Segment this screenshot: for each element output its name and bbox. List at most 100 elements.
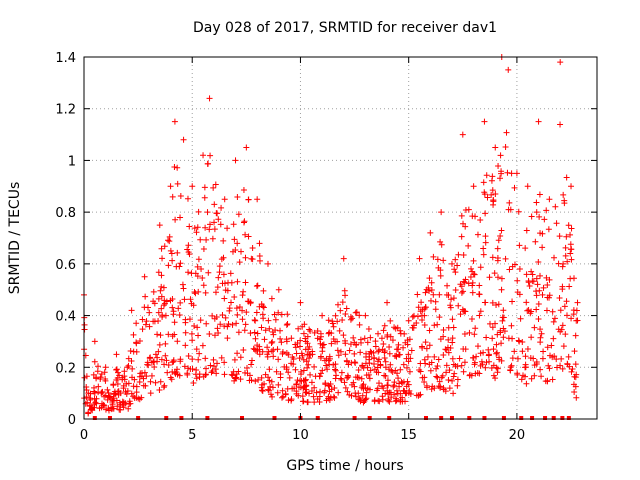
data-point xyxy=(155,269,162,276)
data-point xyxy=(434,256,441,263)
data-point xyxy=(523,227,530,234)
data-point xyxy=(533,199,540,206)
data-point xyxy=(237,354,244,361)
data-point xyxy=(445,377,452,384)
data-point xyxy=(528,308,535,315)
data-point xyxy=(560,191,567,198)
data-point xyxy=(564,258,571,265)
data-point xyxy=(362,312,369,319)
data-point xyxy=(482,210,489,217)
data-point xyxy=(211,219,218,226)
data-point xyxy=(458,233,465,240)
data-point xyxy=(182,342,189,349)
data-point xyxy=(522,245,529,252)
data-point xyxy=(433,373,440,380)
data-point xyxy=(417,308,424,315)
data-point xyxy=(231,236,238,243)
data-point xyxy=(210,184,217,191)
data-point xyxy=(539,355,546,362)
data-point xyxy=(242,321,249,328)
data-point xyxy=(209,312,216,319)
data-point xyxy=(345,361,352,368)
data-point xyxy=(405,351,412,358)
data-point xyxy=(567,231,574,238)
data-point xyxy=(177,214,184,221)
data-point xyxy=(156,341,163,348)
data-point xyxy=(483,334,490,341)
data-point xyxy=(476,282,483,289)
data-point xyxy=(124,364,131,371)
data-point xyxy=(557,59,564,66)
data-point xyxy=(260,303,267,310)
data-point xyxy=(225,320,232,327)
data-point xyxy=(298,371,305,378)
data-point xyxy=(114,381,121,388)
data-point xyxy=(221,196,228,203)
data-point xyxy=(211,201,218,208)
grid-lines xyxy=(84,57,597,419)
data-point xyxy=(557,362,564,369)
data-point xyxy=(572,361,579,368)
data-point xyxy=(570,307,577,314)
data-point xyxy=(465,242,472,249)
data-point xyxy=(548,342,555,349)
y-axis-label: SRMTID / TECUs xyxy=(7,182,23,295)
data-point xyxy=(152,379,159,386)
data-point xyxy=(402,390,409,397)
data-point xyxy=(146,323,153,330)
data-point xyxy=(371,354,378,361)
data-point xyxy=(536,213,543,220)
data-point xyxy=(197,236,204,243)
data-point xyxy=(516,265,523,272)
data-point xyxy=(505,335,512,342)
data-point xyxy=(301,383,308,390)
data-point xyxy=(469,354,476,361)
data-point xyxy=(201,184,208,191)
data-point xyxy=(524,345,531,352)
data-point xyxy=(126,401,133,408)
data-point xyxy=(537,272,544,279)
data-point xyxy=(391,324,398,331)
data-point xyxy=(98,370,105,377)
data-point xyxy=(192,270,199,277)
data-point xyxy=(546,196,553,203)
data-point xyxy=(342,384,349,391)
data-point xyxy=(200,246,207,253)
data-point xyxy=(198,266,205,273)
data-point xyxy=(142,293,149,300)
data-point xyxy=(493,350,500,357)
data-point xyxy=(214,325,221,332)
data-point xyxy=(393,397,400,404)
data-point xyxy=(419,344,426,351)
data-point xyxy=(562,244,569,251)
data-point xyxy=(559,322,566,329)
data-point xyxy=(188,300,195,307)
data-point xyxy=(389,337,396,344)
data-point xyxy=(325,317,332,324)
data-point xyxy=(230,221,237,228)
data-point xyxy=(559,263,566,270)
data-point xyxy=(127,347,134,354)
data-point xyxy=(316,336,323,343)
data-point xyxy=(171,164,178,171)
data-point xyxy=(218,204,225,211)
data-point xyxy=(535,118,542,125)
data-point xyxy=(357,397,364,404)
data-point xyxy=(114,403,121,410)
data-point xyxy=(444,282,451,289)
data-point xyxy=(522,353,529,360)
data-series-dav1 xyxy=(81,54,581,420)
data-point xyxy=(533,275,540,282)
data-point xyxy=(91,358,98,365)
data-point xyxy=(290,361,297,368)
data-point xyxy=(344,372,351,379)
data-point xyxy=(477,217,484,224)
data-point xyxy=(311,399,318,406)
data-point xyxy=(288,397,295,404)
data-point xyxy=(550,318,557,325)
data-point xyxy=(180,285,187,292)
data-point xyxy=(119,376,126,383)
data-point xyxy=(356,312,363,319)
data-point xyxy=(437,272,444,279)
data-point xyxy=(94,368,101,375)
